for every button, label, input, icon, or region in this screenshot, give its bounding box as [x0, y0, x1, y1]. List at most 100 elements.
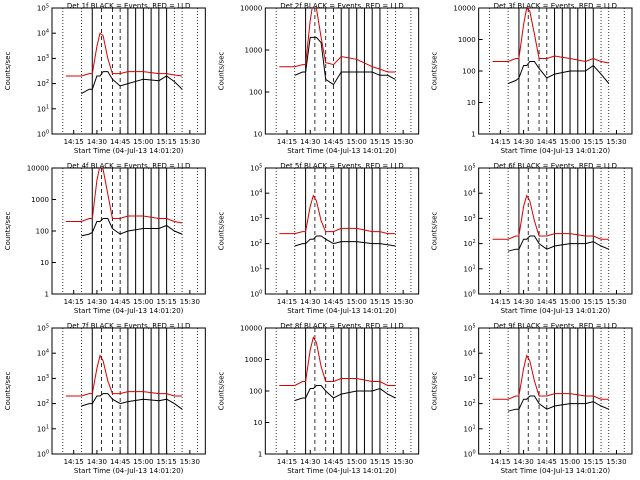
y-tick-label: 1000 [245, 356, 263, 364]
x-axis-label: Start Time (04-Jul-13 14:01:20) [74, 467, 184, 475]
marker-lines [62, 328, 198, 454]
x-tick-label: 14:15 [490, 458, 510, 466]
series-events [81, 393, 183, 410]
series-events [81, 218, 183, 237]
y-tick-label: 100 [37, 130, 49, 139]
series-group [279, 194, 396, 247]
x-tick-label: 15:15 [157, 138, 177, 146]
y-tick-label: 10000 [240, 5, 262, 13]
x-axis-label: Start Time (04-Jul-13 14:01:20) [74, 147, 184, 155]
x-tick-label: 14:30 [300, 458, 320, 466]
y-tick-label: 101 [464, 264, 476, 273]
marker-lines [275, 8, 412, 134]
x-tick-label: 15:00 [133, 298, 153, 306]
x-tick-label: 14:45 [323, 138, 343, 146]
x-tick-label: 15:00 [560, 138, 580, 146]
y-tick-label: 10000 [27, 165, 49, 173]
x-axis-label: Start Time (04-Jul-13 14:01:20) [287, 307, 397, 315]
x-tick-label: 15:30 [393, 458, 413, 466]
y-tick-label: 100 [250, 290, 262, 299]
y-tick-label: 10 [467, 99, 476, 107]
y-axis-label: Counts/sec [4, 52, 12, 91]
series-events [507, 61, 610, 84]
x-tick-label: 15:30 [606, 298, 626, 306]
axes-frame [264, 167, 420, 295]
x-tick-label: 14:45 [110, 298, 130, 306]
y-tick-label: 105 [37, 324, 49, 333]
series-group [65, 354, 183, 410]
series-lld [279, 336, 396, 386]
y-axis-label: Counts/sec [217, 52, 225, 91]
x-tick-label: 15:30 [606, 458, 626, 466]
series-lld [492, 194, 609, 240]
x-tick-label: 15:15 [583, 138, 603, 146]
y-tick-label: 104 [464, 349, 476, 358]
x-tick-label: 15:00 [560, 458, 580, 466]
panel-title: Det 6f BLACK = Events, RED = LLD [494, 162, 617, 170]
panel-4: Det 4f BLACK = Events, RED = LLD 1 10 100 10… [4, 162, 206, 315]
y-tick-label: 104 [37, 29, 49, 38]
y-axis-label: Counts/sec [431, 372, 439, 411]
x-tick-label: 14:30 [87, 298, 107, 306]
x-axis-label: Start Time (04-Jul-13 14:01:20) [287, 147, 397, 155]
axes-frame [264, 7, 420, 135]
series-lld [279, 194, 396, 235]
x-tick-label: 14:15 [64, 298, 84, 306]
x-tick-label: 15:00 [133, 138, 153, 146]
axes-frame [51, 7, 206, 135]
y-tick-label: 100 [36, 228, 49, 236]
series-events [507, 235, 609, 252]
y-axis-label: Counts/sec [217, 212, 225, 251]
panel-7: Det 7f BLACK = Events, RED = LLD 100 101 10… [4, 322, 206, 475]
x-tick-label: 14:15 [277, 138, 297, 146]
x-tick-label: 14:45 [110, 138, 130, 146]
marker-lines [275, 168, 412, 294]
y-tick-label: 102 [37, 399, 49, 408]
x-tick-label: 14:30 [513, 458, 533, 466]
y-tick-label: 1000 [458, 36, 476, 44]
y-tick-label: 102 [37, 79, 49, 88]
x-tick-label: 15:15 [583, 298, 603, 306]
x-tick-label: 15:30 [606, 138, 626, 146]
x-tick-label: 15:00 [133, 458, 153, 466]
series-group [65, 32, 183, 95]
x-tick-label: 15:30 [393, 298, 413, 306]
series-lld [492, 354, 609, 400]
axes-frame [478, 327, 633, 455]
y-axis-label: Counts/sec [4, 372, 12, 411]
series-lld [279, 8, 396, 73]
y-tick-label: 1000 [245, 47, 263, 55]
y-tick-label: 103 [464, 214, 476, 223]
y-tick-label: 102 [464, 399, 476, 408]
x-tick-label: 14:15 [277, 298, 297, 306]
series-events [507, 395, 609, 412]
y-tick-label: 104 [250, 189, 262, 198]
x-tick-label: 14:15 [64, 138, 84, 146]
series-lld [65, 168, 183, 224]
x-tick-label: 14:30 [87, 138, 107, 146]
y-axis-label: Counts/sec [431, 212, 439, 251]
panel-title: Det 7f BLACK = Events, RED = LLD [67, 322, 190, 330]
y-tick-label: 101 [37, 104, 49, 113]
series-lld [65, 32, 183, 77]
series-lld [65, 354, 183, 397]
y-tick-label: 103 [37, 374, 49, 383]
x-tick-label: 14:30 [513, 298, 533, 306]
x-tick-label: 15:00 [347, 298, 367, 306]
y-tick-label: 1000 [31, 196, 49, 204]
panel-title: Det 4f BLACK = Events, RED = LLD [67, 162, 190, 170]
y-tick-label: 105 [37, 4, 49, 13]
y-tick-label: 102 [250, 239, 262, 248]
y-tick-label: 100 [464, 290, 476, 299]
series-events [294, 36, 396, 86]
marker-lines [489, 328, 625, 454]
y-tick-label: 104 [37, 349, 49, 358]
panel-9: Det 9f BLACK = Events, RED = LLD 100 101 10… [431, 322, 633, 475]
x-axis-label: Start Time (04-Jul-13 14:01:20) [501, 307, 611, 315]
marker-lines [275, 328, 412, 454]
x-tick-label: 14:45 [110, 458, 130, 466]
x-axis-label: Start Time (04-Jul-13 14:01:20) [287, 467, 397, 475]
panel-3: Det 3f BLACK = Events, RED = LLD 1 10 100 10… [431, 2, 633, 155]
x-tick-label: 14:15 [277, 458, 297, 466]
series-events [81, 71, 183, 95]
